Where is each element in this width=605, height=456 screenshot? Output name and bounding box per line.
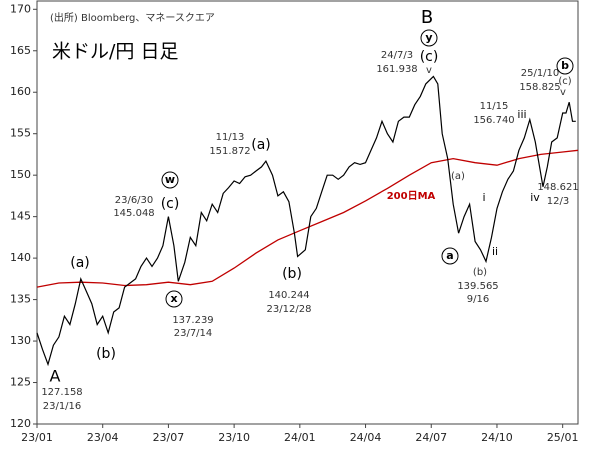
y-tick-label: 125 <box>10 376 31 389</box>
annotation: v <box>560 87 566 98</box>
x-tick-label: 25/01 <box>547 431 579 444</box>
annotation: A <box>50 367 61 386</box>
y-tick-label: 145 <box>10 210 31 223</box>
source: (出所) Bloomberg、マネースクエア <box>50 11 215 24</box>
chart-title: 米ドル/円 日足 <box>52 41 178 63</box>
annotation: (c) <box>558 76 571 87</box>
x-tick-label: 23/10 <box>218 431 250 444</box>
annotation: 145.048 <box>113 208 154 219</box>
y-tick-label: 135 <box>10 293 31 306</box>
wave-circle <box>441 247 459 265</box>
y-tick-label: 140 <box>10 251 31 264</box>
y-tick-label: 120 <box>10 417 31 430</box>
wave-circle <box>556 57 574 75</box>
annotation: (c) <box>420 49 439 65</box>
x-tick-label: 23/07 <box>153 431 185 444</box>
moving-average-line <box>36 149 579 288</box>
x-tick-label: 24/10 <box>481 431 513 444</box>
annotation: 23/7/14 <box>174 328 213 339</box>
annotation: 140.244 <box>268 290 309 301</box>
x-tick-label: 23/04 <box>87 431 119 444</box>
y-tick-label: 150 <box>10 168 31 181</box>
annotation: (a) <box>451 171 465 182</box>
annotation: (b) <box>96 346 116 362</box>
annotation: (c) <box>161 196 180 212</box>
y-tick-label: 155 <box>10 127 31 140</box>
annotation: (a) <box>70 255 90 271</box>
y-tick-label: 130 <box>10 334 31 347</box>
annotation: 148.621 <box>537 182 578 193</box>
annotation: 161.938 <box>376 64 417 75</box>
annotation: iv <box>530 191 540 204</box>
annotation: 23/1/16 <box>43 401 82 412</box>
annotation: 25/1/10 <box>521 68 560 79</box>
annotation: 139.565 <box>457 281 498 292</box>
x-tick-label: 23/01 <box>21 431 53 444</box>
y-tick-label: 165 <box>10 44 31 57</box>
annotation: (b) <box>473 267 487 278</box>
annotation: 127.158 <box>41 387 82 398</box>
annotation: (a) <box>251 137 271 153</box>
ma-label: 200日MA <box>387 190 436 202</box>
wave-circle <box>165 290 183 308</box>
x-tick-label: 24/01 <box>284 431 316 444</box>
x-tick-label: 24/04 <box>350 431 382 444</box>
annotation: 24/7/3 <box>381 50 413 61</box>
annotation: 156.740 <box>473 115 514 126</box>
wave-label: w <box>165 173 175 186</box>
annotation: i <box>482 191 485 204</box>
annotation: 11/15 <box>480 101 509 112</box>
annotation: 158.825 <box>519 82 560 93</box>
wave-label: a <box>446 249 453 262</box>
annotation: ii <box>492 245 498 258</box>
annotation: v <box>426 65 432 76</box>
annotation: 151.872 <box>209 146 250 157</box>
annotation: 23/12/28 <box>267 304 312 315</box>
annotation: 11/13 <box>216 132 245 143</box>
y-tick-label: 170 <box>10 2 31 15</box>
annotation: 9/16 <box>467 294 489 305</box>
annotation: 12/3 <box>547 196 569 207</box>
wave-label: b <box>561 59 569 72</box>
y-tick-label: 160 <box>10 85 31 98</box>
annotation: (b) <box>282 266 302 282</box>
x-tick-label: 24/07 <box>415 431 447 444</box>
annotation: 137.239 <box>172 315 213 326</box>
plot-frame <box>36 0 579 425</box>
annotation: B <box>421 7 433 28</box>
wave-label: y <box>425 31 432 44</box>
wave-label: x <box>170 292 177 305</box>
wave-circle <box>161 171 179 189</box>
annotation: 23/6/30 <box>115 195 154 206</box>
annotation: iii <box>517 108 526 121</box>
price-line <box>36 75 576 367</box>
wave-circle <box>420 29 438 47</box>
